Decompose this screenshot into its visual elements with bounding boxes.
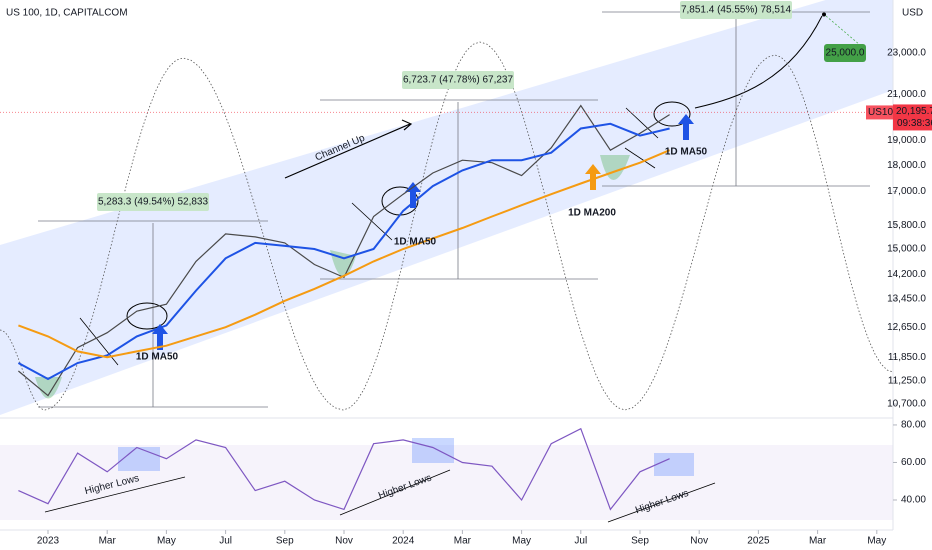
x-tick-label: May [512, 536, 531, 547]
chart-title: US 100, 1D, CAPITALCOM [6, 8, 128, 19]
rsi-box [118, 447, 160, 471]
currency: USD [902, 8, 923, 19]
x-tick-label: May [157, 536, 176, 547]
y-tick-label: 10,700.0 [887, 399, 926, 410]
x-tick-label: Mar [99, 536, 117, 547]
series-line [18, 149, 670, 359]
countdown: 09:38:36 [897, 118, 932, 129]
x-tick-label: Jul [574, 536, 587, 547]
annotation: 1D MA50 [394, 237, 437, 248]
symbol-label: US100 [868, 107, 899, 118]
last-price-label: 20,195.7 [896, 106, 932, 117]
y-tick-label: 15,800.0 [887, 220, 926, 231]
y-tick-label: 13,450.0 [887, 294, 926, 305]
x-tick-label: Nov [335, 536, 353, 547]
x-tick-label: Sep [631, 536, 649, 547]
y-tick-label: 21,000.0 [887, 89, 926, 100]
x-tick-label: Jul [219, 536, 232, 547]
y-tick-label: 17,000.0 [887, 186, 926, 197]
channel-arrow [284, 119, 413, 179]
ellipse [653, 101, 691, 127]
x-tick-label: Sep [276, 536, 294, 547]
last-price-box [866, 105, 893, 120]
series-line [18, 104, 670, 397]
x-tick-label: Mar [454, 536, 472, 547]
y-tick-label: 18,000.0 [887, 160, 926, 171]
measure-label-box [97, 193, 209, 211]
target-point [822, 12, 826, 17]
trend-lines [79, 107, 659, 366]
x-tick-label: 2023 [37, 536, 60, 547]
last-price-box [893, 104, 932, 131]
y-tick-label: 11,250.0 [888, 376, 927, 387]
target-box [824, 44, 866, 62]
y-tick-label: 12,650.0 [887, 322, 926, 333]
rsi-band [0, 445, 893, 520]
drawings [0, 11, 894, 523]
y-tick-label: 40.00 [901, 495, 926, 506]
ma200-arrow [585, 164, 601, 190]
measure-2 [320, 99, 598, 280]
annotation: 1D MA50 [665, 147, 708, 158]
y-tick-label: 19,000.0 [887, 135, 926, 146]
measure-1 [38, 220, 268, 408]
y-tick-label: 60.00 [901, 457, 926, 468]
target-link [825, 15, 861, 46]
x-tick-label: 2024 [392, 536, 415, 547]
rsi-trend-lines [44, 469, 716, 523]
x-tick-label: Mar [809, 536, 827, 547]
y-tick-label: 23,000.0 [887, 47, 926, 58]
annotation: 1D MA50 [136, 352, 179, 363]
x-tick-label: 2025 [747, 536, 770, 547]
target-label: 25,000.0 [826, 48, 865, 59]
measure-label: 7,851.4 (45.55%) 78,514 [681, 5, 792, 16]
measure-label: 5,283.3 (49.54%) 52,833 [98, 197, 209, 208]
series-line [18, 427, 670, 511]
measure-label: 6,723.7 (47.78%) 67,237 [403, 75, 514, 86]
channel-band [0, 0, 893, 415]
ellipse [126, 302, 168, 330]
annotation: 1D MA200 [568, 208, 616, 219]
series-line [17, 122, 670, 381]
y-tick-label: 14,200.0 [887, 269, 926, 280]
projection-arrow [694, 15, 823, 109]
measure-label-box [680, 1, 792, 19]
y-tick-label: 11,850.0 [888, 352, 927, 363]
rsi-box [654, 453, 694, 476]
measure-label-box [402, 71, 514, 89]
y-tick-label: 80.00 [901, 420, 926, 431]
y-tick-label: 15,000.0 [887, 244, 926, 255]
rsi-box [412, 438, 454, 463]
x-tick-label: Nov [690, 536, 708, 547]
x-tick-label: May [867, 536, 886, 547]
